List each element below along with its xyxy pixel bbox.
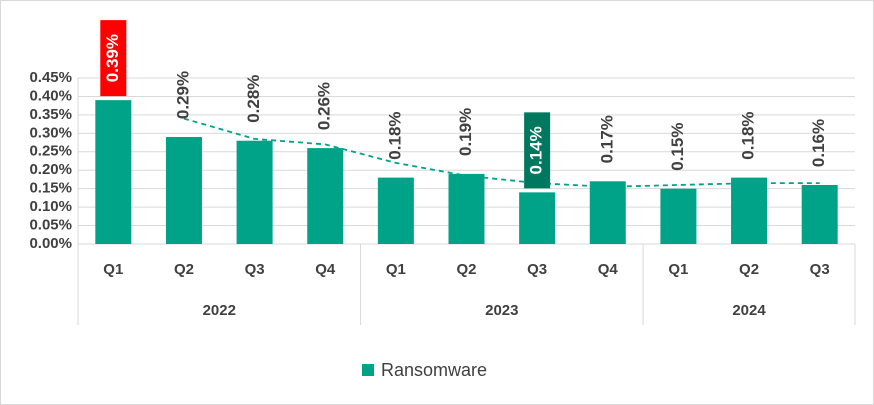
y-tick-label: 0.25% [29, 143, 72, 160]
value-label: 0.14% [527, 126, 546, 174]
x-tick-label: Q1 [668, 261, 688, 278]
value-label: 0.15% [668, 123, 687, 171]
value-label: 0.18% [739, 111, 758, 159]
group-label: 2023 [485, 302, 518, 319]
bar [660, 188, 697, 244]
value-label: 0.29% [173, 71, 192, 119]
bar [731, 177, 768, 244]
bar [377, 177, 414, 244]
y-tick-label: 0.20% [29, 161, 72, 178]
bar [95, 100, 132, 244]
value-label: 0.17% [597, 115, 616, 163]
y-tick-label: 0.05% [29, 217, 72, 234]
legend-swatch [362, 364, 374, 376]
y-tick-label: 0.35% [29, 106, 72, 123]
bar [165, 137, 202, 244]
bar [448, 173, 485, 244]
y-tick-label: 0.45% [29, 69, 72, 86]
y-tick-label: 0.10% [29, 198, 72, 215]
x-tick-label: Q3 [527, 261, 547, 278]
value-label: 0.28% [244, 75, 263, 123]
x-tick-label: Q2 [739, 261, 759, 278]
trendline [183, 117, 820, 188]
value-label-box [100, 20, 127, 97]
value-label: 0.39% [103, 34, 122, 82]
value-label: 0.26% [315, 82, 334, 130]
y-tick-label: 0.40% [29, 87, 72, 104]
value-label: 0.18% [385, 111, 404, 159]
bar [519, 192, 556, 244]
x-tick-label: Q4 [598, 261, 619, 278]
y-tick-label: 0.15% [29, 180, 72, 197]
x-tick-label: Q3 [810, 261, 830, 278]
value-label: 0.16% [809, 119, 828, 167]
value-label: 0.19% [456, 108, 475, 156]
value-label-box [524, 112, 551, 189]
y-tick-label: 0.00% [29, 235, 72, 252]
bar [589, 181, 626, 244]
x-tick-label: Q2 [174, 261, 194, 278]
x-tick-label: Q4 [315, 261, 336, 278]
group-label: 2024 [732, 302, 766, 319]
bar [236, 140, 273, 244]
x-tick-label: Q3 [245, 261, 265, 278]
group-label: 2022 [203, 302, 236, 319]
y-tick-label: 0.30% [29, 124, 72, 141]
bar [801, 184, 838, 244]
bar [307, 148, 344, 244]
x-tick-label: Q2 [456, 261, 476, 278]
x-tick-label: Q1 [103, 261, 123, 278]
legend-label: Ransomware [381, 360, 487, 380]
x-tick-label: Q1 [386, 261, 406, 278]
